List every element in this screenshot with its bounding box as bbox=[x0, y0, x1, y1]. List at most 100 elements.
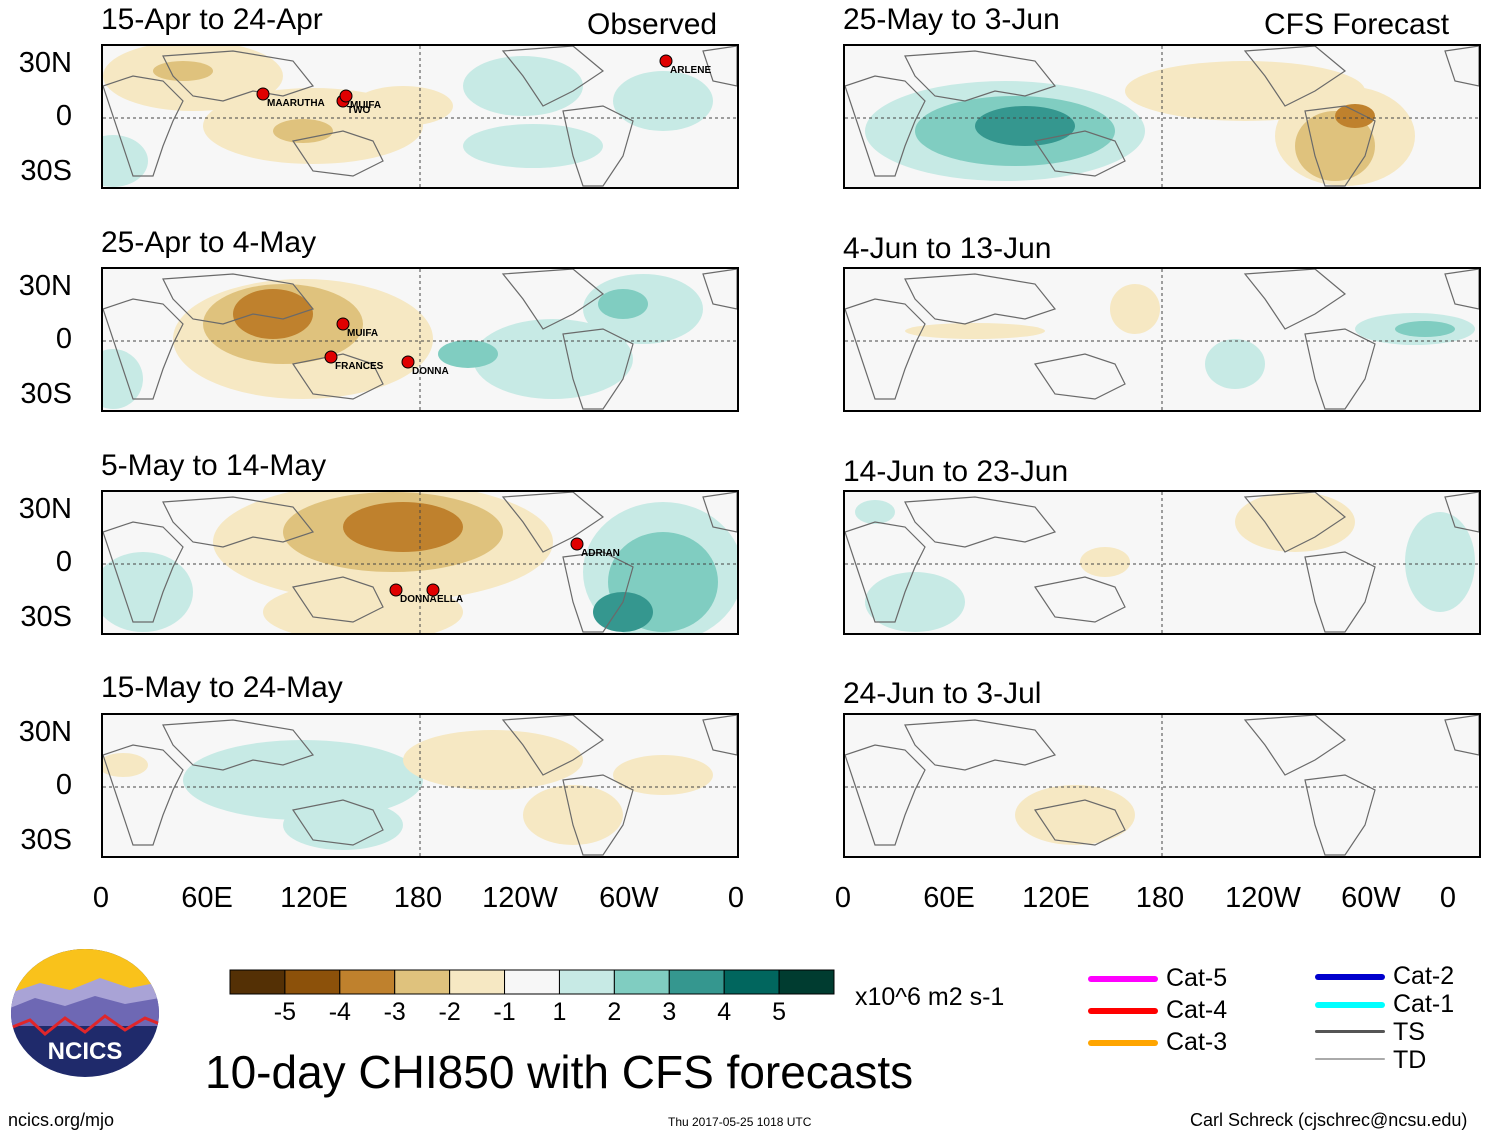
xlabel-60w: 60W bbox=[1341, 882, 1401, 914]
coastline bbox=[162, 719, 315, 771]
xlabel-60e: 60E bbox=[181, 882, 233, 914]
ylabel-eq: 0 bbox=[55, 323, 72, 355]
panel-title-8: 24-Jun to 3-Jul bbox=[843, 677, 1042, 710]
colorbar-tick-label: 3 bbox=[662, 998, 677, 1026]
map-panel-1: MAARUTHA TWO MUIFA ARLENE bbox=[101, 44, 739, 189]
coastline bbox=[1034, 576, 1126, 623]
panel-title-6: 4-Jun to 13-Jun bbox=[843, 232, 1052, 265]
coastline bbox=[1243, 492, 1347, 553]
coastline bbox=[501, 269, 605, 330]
xlabel-0: 0 bbox=[834, 882, 852, 914]
map-panel-4 bbox=[101, 713, 739, 858]
map-panel-5 bbox=[843, 44, 1481, 189]
coastline bbox=[1304, 551, 1376, 633]
footer-timestamp: Thu 2017-05-25 1018 UTC bbox=[668, 1115, 812, 1129]
storm-label: ARLENE bbox=[670, 65, 711, 76]
colorbar-swatch bbox=[449, 969, 506, 995]
panel-title-7: 14-Jun to 23-Jun bbox=[843, 455, 1069, 488]
colorbar-tick-label: -1 bbox=[493, 998, 516, 1026]
coastline bbox=[162, 496, 315, 548]
panel-title-3: 5-May to 14-May bbox=[101, 449, 327, 482]
anomaly-fill bbox=[103, 46, 713, 187]
anomaly-fill bbox=[103, 730, 713, 850]
map-grid bbox=[103, 46, 737, 187]
colorbar-tick-label: -3 bbox=[383, 998, 406, 1026]
legend-line bbox=[1088, 1008, 1158, 1014]
anomaly-fill bbox=[855, 492, 1475, 632]
legend-label: TS bbox=[1393, 1018, 1425, 1046]
xlabel-180: 180 bbox=[393, 882, 443, 914]
storm-icon bbox=[426, 583, 440, 597]
colorbar-swatch bbox=[504, 969, 560, 995]
coastline bbox=[845, 75, 926, 177]
colorbar-tick-label: -4 bbox=[328, 998, 351, 1026]
ncics-logo: NCICS bbox=[10, 948, 160, 1078]
xlabel-60w: 60W bbox=[599, 882, 659, 914]
colorbar bbox=[229, 969, 835, 1000]
coastline bbox=[292, 576, 384, 623]
footer-url: ncics.org/mjo bbox=[8, 1110, 115, 1130]
colorbar-swatch bbox=[778, 969, 835, 995]
coastline bbox=[1444, 269, 1479, 310]
figure-title: 10-day CHI850 with CFS forecasts bbox=[205, 1046, 914, 1098]
coastline bbox=[702, 269, 737, 310]
coastline bbox=[1243, 269, 1347, 330]
coastline bbox=[1243, 715, 1347, 776]
ylabel-30n: 30N bbox=[18, 270, 72, 302]
legend-label: Cat-2 bbox=[1393, 962, 1455, 990]
storm-icon bbox=[570, 537, 584, 551]
colorbar-labels: -5 -4 -3 -2 -1 1 2 3 4 5 bbox=[0, 998, 1510, 1028]
colorbar-tick-label: -2 bbox=[438, 998, 461, 1026]
map-grid bbox=[845, 46, 1479, 187]
coastline bbox=[562, 105, 634, 187]
footer-author: Carl Schreck (cjschrec@ncsu.edu) bbox=[1190, 1110, 1468, 1130]
colorbar-swatch bbox=[229, 969, 286, 995]
map-grid bbox=[103, 492, 737, 633]
legend-label: Cat-1 bbox=[1393, 990, 1455, 1018]
coastline bbox=[103, 75, 184, 177]
colorbar-tick-label: 5 bbox=[772, 998, 787, 1026]
colorbar-swatch bbox=[394, 969, 451, 995]
ylabel-30n: 30N bbox=[18, 716, 72, 748]
coastline bbox=[1243, 46, 1347, 107]
xlabel-180: 180 bbox=[1135, 882, 1185, 914]
storm-label: ELLA bbox=[437, 594, 463, 605]
ylabel-eq: 0 bbox=[55, 546, 72, 578]
coastline bbox=[702, 46, 737, 87]
map-panel-3: ADRIAN DONNA ELLA bbox=[101, 490, 739, 635]
storm-label: FRANCES bbox=[335, 361, 384, 372]
observed-header: Observed bbox=[587, 8, 718, 41]
coastline bbox=[1444, 715, 1479, 756]
storm-icon bbox=[339, 89, 353, 103]
coastline bbox=[845, 521, 926, 623]
colorbar-swatch bbox=[723, 969, 780, 995]
ylabel-30s: 30S bbox=[20, 155, 72, 187]
legend-label: TD bbox=[1393, 1046, 1427, 1074]
coastline bbox=[904, 719, 1057, 771]
legend-label: Cat-5 bbox=[1166, 964, 1228, 992]
anomaly-fill bbox=[865, 61, 1415, 186]
coastline bbox=[702, 492, 737, 533]
forecast-header: CFS Forecast bbox=[1264, 8, 1450, 41]
legend-line bbox=[1315, 1058, 1385, 1060]
legend-label: Cat-4 bbox=[1166, 996, 1228, 1024]
colorbar-swatch bbox=[613, 969, 670, 995]
coastline bbox=[562, 328, 634, 410]
xlabel-60e: 60E bbox=[923, 882, 975, 914]
map-grid bbox=[845, 492, 1479, 633]
xlabel-120w: 120W bbox=[1225, 882, 1301, 914]
map-grid bbox=[845, 269, 1479, 410]
legend-line bbox=[1315, 974, 1385, 980]
anomaly-fill bbox=[905, 284, 1475, 389]
xlabel-120e: 120E bbox=[280, 882, 348, 914]
coastline bbox=[702, 715, 737, 756]
storm-icon bbox=[401, 355, 415, 369]
coastline bbox=[501, 715, 605, 776]
panel-title-2: 25-Apr to 4-May bbox=[101, 226, 317, 259]
xlabel-0: 0 bbox=[727, 882, 745, 914]
storm-label: MUIFA bbox=[347, 328, 378, 339]
colorbar-swatch bbox=[339, 969, 396, 995]
legend-line bbox=[1088, 976, 1158, 982]
ylabel-30n: 30N bbox=[18, 493, 72, 525]
coastline bbox=[1444, 46, 1479, 87]
